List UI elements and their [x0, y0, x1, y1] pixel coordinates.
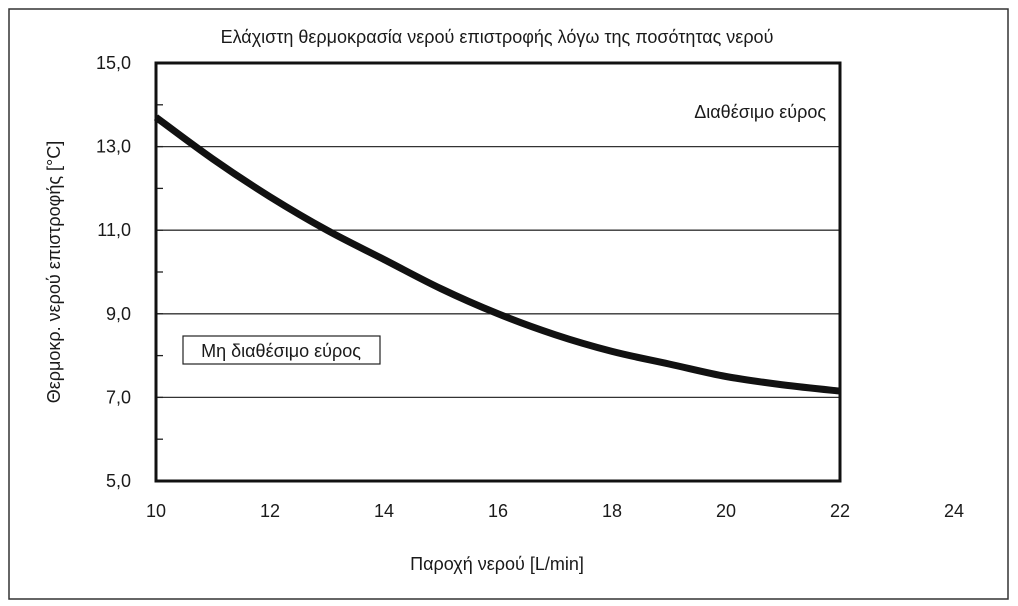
x-tick-label: 10 — [146, 501, 166, 521]
y-axis-title: Θερμοκρ. νερού επιστροφής [°C] — [44, 141, 64, 403]
y-tick-label: 13,0 — [96, 137, 131, 157]
x-tick-label: 14 — [374, 501, 394, 521]
unavailable-range-box — [182, 335, 381, 365]
x-tick-label: 24 — [944, 501, 964, 521]
x-tick-label: 18 — [602, 501, 622, 521]
x-axis-title: Παροχή νερού [L/min] — [410, 554, 584, 574]
y-tick-label: 15,0 — [96, 53, 131, 73]
plot-frame — [154, 61, 842, 483]
x-tick-label: 16 — [488, 501, 508, 521]
x-tick-labels: 101214161820222426 — [146, 501, 964, 521]
x-tick-label: 12 — [260, 501, 280, 521]
chart-title: Ελάχιστη θερμοκρασία νερού επιστροφής λό… — [221, 27, 774, 47]
unavailable-range-label: Μη διαθέσιμο εύρος — [201, 341, 361, 361]
y-tick-label: 5,0 — [106, 471, 131, 491]
x-tick-label: 22 — [830, 501, 850, 521]
y-tick-labels: 15,0 13,0 11,0 9,0 7,0 5,0 — [96, 53, 131, 491]
y-tick-label: 7,0 — [106, 387, 131, 407]
available-range-label: Διαθέσιμο εύρος — [694, 102, 826, 122]
y-tick-label: 9,0 — [106, 304, 131, 324]
x-tick-label: 20 — [716, 501, 736, 521]
y-tick-label: 11,0 — [97, 220, 131, 240]
series-line — [153, 114, 841, 395]
series-layer — [153, 114, 841, 395]
